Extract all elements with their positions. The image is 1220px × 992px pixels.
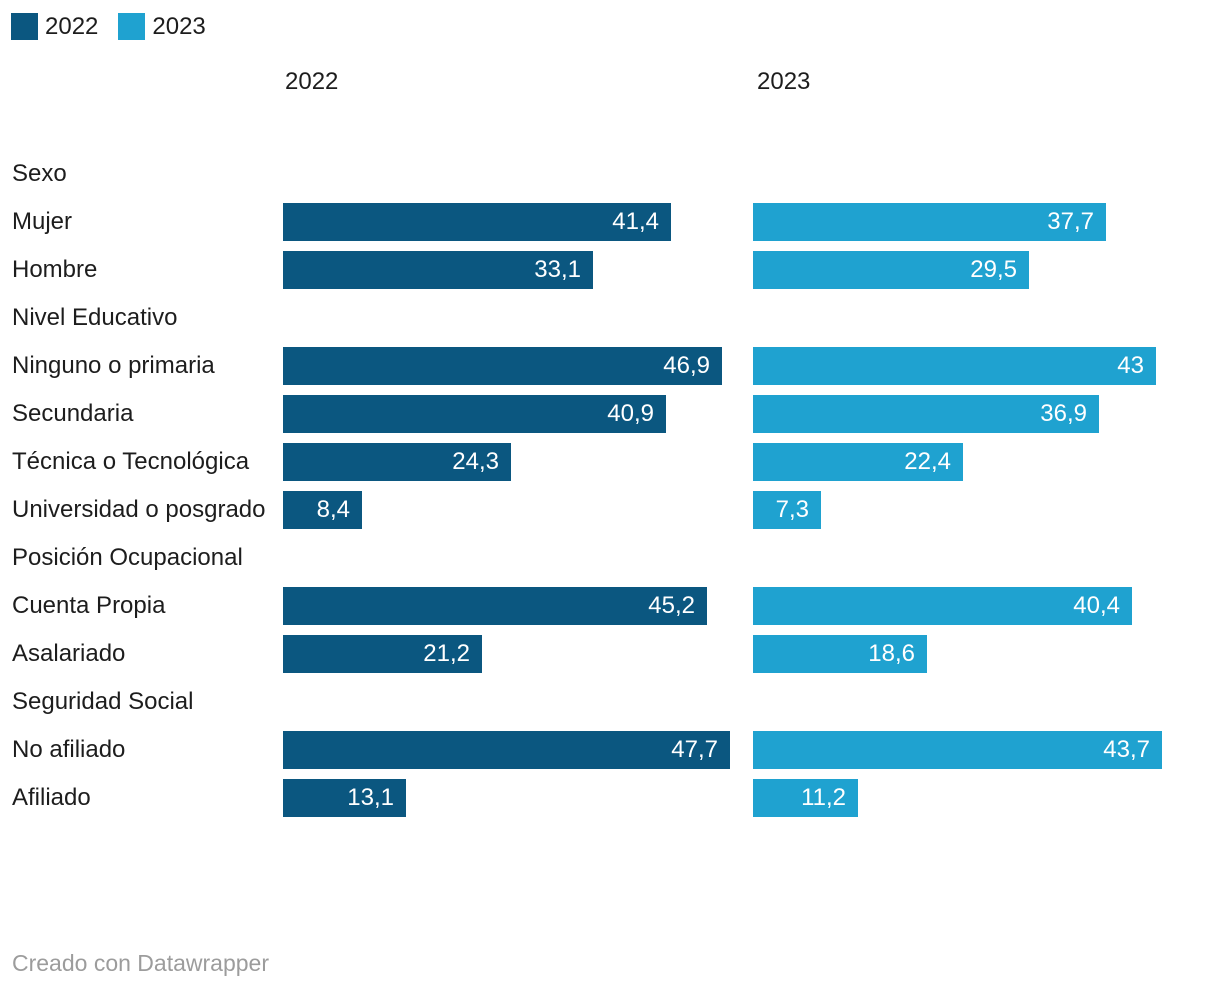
bar-2023: 29,5 (753, 251, 1029, 289)
group-row: Posición Ocupacional (0, 534, 1220, 582)
bar-2023: 7,3 (753, 491, 821, 529)
legend-label-2023: 2023 (152, 12, 206, 40)
bar-2023: 43,7 (753, 731, 1162, 769)
group-label: Sexo (12, 159, 67, 187)
bar-value-label: 46,9 (663, 352, 710, 379)
bar-2022: 47,7 (283, 731, 730, 769)
column-header-2023: 2023 (757, 68, 811, 95)
bar-value-label: 21,2 (423, 640, 470, 667)
bar-2023: 36,9 (753, 395, 1099, 433)
bar-value-label: 43 (1117, 352, 1144, 379)
bar-row: Universidad o posgrado 8,4 7,3 (0, 486, 1220, 534)
legend: 2022 2023 (11, 13, 206, 40)
group-row: Seguridad Social (0, 678, 1220, 726)
legend-swatch-2022 (11, 13, 38, 40)
bar-row: Asalariado 21,2 18,6 (0, 630, 1220, 678)
group-row: Sexo (0, 150, 1220, 198)
bar-value-label: 41,4 (612, 208, 659, 235)
bar-value-label: 11,2 (801, 784, 846, 811)
group-row: Nivel Educativo (0, 294, 1220, 342)
category-label: Mujer (12, 207, 73, 235)
bar-2022: 8,4 (283, 491, 362, 529)
legend-item-2022: 2022 (11, 13, 98, 40)
bar-row: Mujer 41,4 37,7 (0, 198, 1220, 246)
bar-2022: 13,1 (283, 779, 406, 817)
bar-2022: 41,4 (283, 203, 671, 241)
bar-value-label: 8,4 (316, 496, 350, 523)
bar-row: Cuenta Propia 45,2 40,4 (0, 582, 1220, 630)
bar-row: Secundaria 40,9 36,9 (0, 390, 1220, 438)
bar-value-label: 40,4 (1073, 592, 1120, 619)
datawrapper-attribution-link[interactable]: Creado con Datawrapper (12, 950, 269, 976)
bar-2022: 24,3 (283, 443, 511, 481)
category-label: Hombre (12, 255, 98, 283)
group-label: Nivel Educativo (12, 303, 178, 331)
bar-2023: 22,4 (753, 443, 963, 481)
bar-2022: 46,9 (283, 347, 722, 385)
bar-2022: 40,9 (283, 395, 666, 433)
category-label: Afiliado (12, 783, 91, 811)
group-label: Seguridad Social (12, 687, 194, 715)
bar-value-label: 45,2 (648, 592, 695, 619)
bar-value-label: 43,7 (1103, 736, 1150, 763)
bar-2023: 11,2 (753, 779, 858, 817)
bar-row: Ninguno o primaria 46,9 43 (0, 342, 1220, 390)
bar-value-label: 47,7 (671, 736, 718, 763)
bar-2022: 33,1 (283, 251, 593, 289)
bar-row: Hombre 33,1 29,5 (0, 246, 1220, 294)
category-label: Cuenta Propia (12, 591, 166, 619)
bar-row: Técnica o Tecnológica 24,3 22,4 (0, 438, 1220, 486)
bar-value-label: 7,3 (775, 496, 809, 523)
category-label: Secundaria (12, 399, 134, 427)
bar-value-label: 29,5 (970, 256, 1017, 283)
bar-value-label: 36,9 (1040, 400, 1087, 427)
category-label: Ninguno o primaria (12, 351, 215, 379)
bar-row: No afiliado 47,7 43,7 (0, 726, 1220, 774)
bar-value-label: 22,4 (904, 448, 951, 475)
bar-2023: 37,7 (753, 203, 1106, 241)
bar-value-label: 37,7 (1047, 208, 1094, 235)
category-label: Técnica o Tecnológica (12, 447, 250, 475)
group-label: Posición Ocupacional (12, 543, 243, 571)
bar-2023: 40,4 (753, 587, 1132, 625)
bar-2022: 45,2 (283, 587, 707, 625)
bar-row: Afiliado 13,1 11,2 (0, 774, 1220, 822)
legend-label-2022: 2022 (45, 12, 99, 40)
legend-swatch-2023 (118, 13, 146, 40)
column-header-2022: 2022 (285, 68, 339, 95)
chart-rows: Sexo Mujer 41,4 37,7 Hombre 33,1 29,5 Nivel Edu… (0, 150, 1220, 822)
bar-value-label: 13,1 (347, 784, 394, 811)
legend-item-2023: 2023 (118, 12, 206, 40)
bar-value-label: 18,6 (868, 640, 915, 667)
bar-2023: 43 (753, 347, 1156, 385)
bar-2023: 18,6 (753, 635, 927, 673)
bar-value-label: 24,3 (452, 448, 499, 475)
category-label: No afiliado (12, 735, 126, 763)
bar-value-label: 33,1 (534, 256, 581, 283)
category-label: Universidad o posgrado (12, 495, 266, 523)
category-label: Asalariado (12, 639, 126, 667)
bar-value-label: 40,9 (607, 400, 654, 427)
bar-2022: 21,2 (283, 635, 482, 673)
